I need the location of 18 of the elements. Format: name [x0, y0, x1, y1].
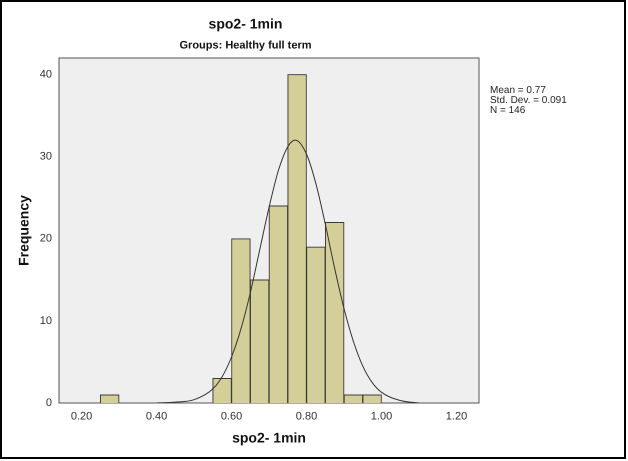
y-tick-label: 10: [40, 314, 52, 327]
x-axis-title: spo2- 1min: [232, 429, 306, 446]
y-axis-title: Frequency: [15, 194, 32, 266]
y-tick-label: 30: [40, 150, 52, 163]
x-tick-label: 0.20: [70, 410, 92, 423]
text: Std. Dev. = 0.091: [490, 95, 567, 106]
x-tick-label: 1.00: [370, 410, 392, 423]
x-tick-label: 0.80: [296, 410, 318, 423]
y-tick-label: 20: [40, 232, 52, 245]
x-tick-label: 0.60: [220, 410, 242, 423]
text: N = 146: [490, 105, 526, 116]
x-tick-label: 0.40: [146, 410, 168, 423]
text: Mean = 0.77: [490, 85, 547, 96]
x-tick-label: 1.20: [446, 410, 468, 423]
chart-subtitle: Groups: Healthy full term: [179, 39, 312, 52]
chart-title: spo2- 1min: [208, 15, 282, 32]
y-tick-label: 40: [40, 68, 52, 80]
y-tick-label: 0: [46, 397, 52, 410]
